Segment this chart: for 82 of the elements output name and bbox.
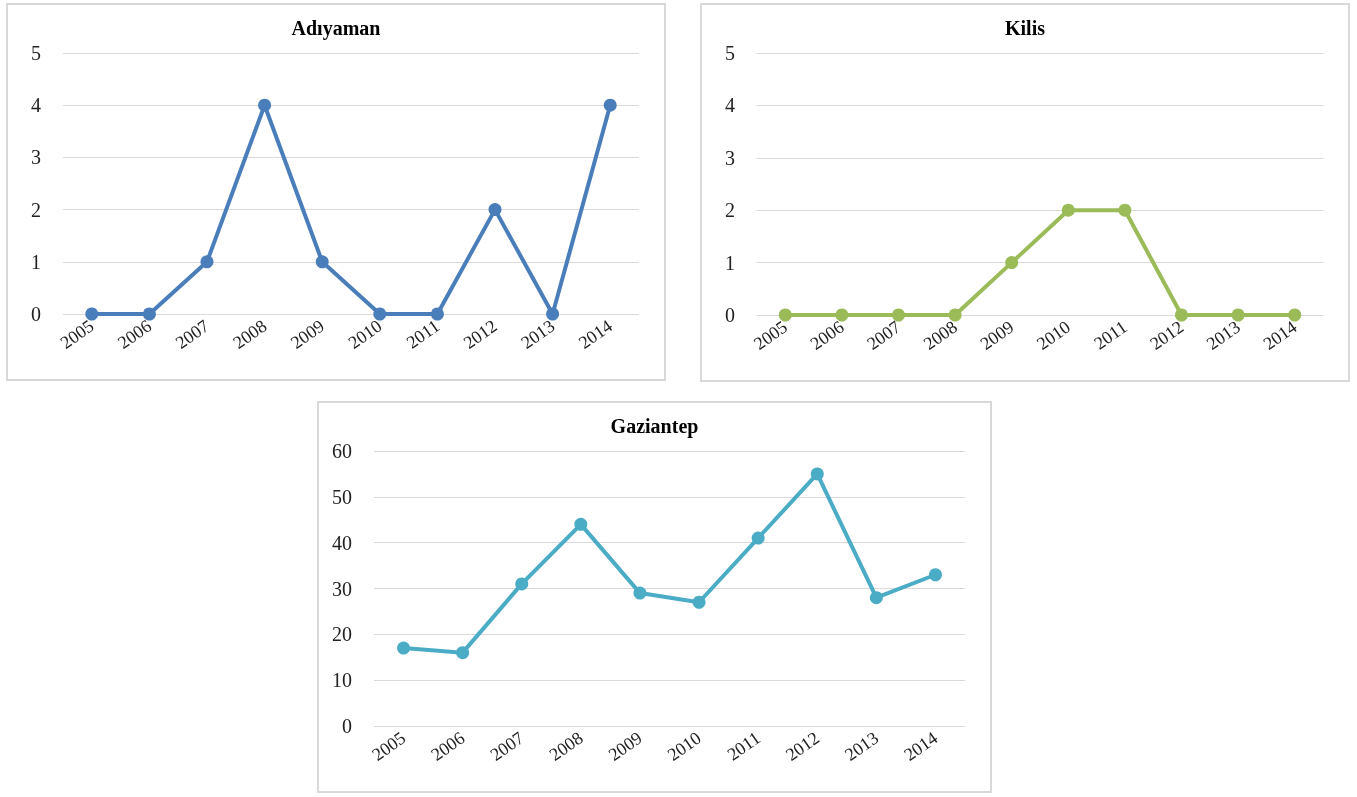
x-tick-label: 2005	[750, 316, 792, 354]
x-tick-label: 2008	[229, 315, 271, 353]
y-tick-label: 4	[725, 94, 735, 117]
y-tick-label: 5	[31, 42, 41, 64]
y-tick-label: 4	[31, 94, 41, 117]
point	[892, 308, 905, 322]
point	[258, 98, 272, 112]
x-tick-label: 2012	[1146, 316, 1188, 354]
x-tick-label: 2008	[919, 316, 961, 354]
x-tick-label: 2013	[841, 727, 883, 765]
x-tick-label: 2007	[171, 315, 213, 353]
x-tick-label: 2013	[517, 315, 559, 353]
point	[835, 308, 849, 322]
y-tick-label: 2	[725, 199, 735, 222]
x-tick-label: 2010	[344, 315, 386, 353]
point	[515, 577, 529, 591]
point	[488, 203, 502, 217]
x-tick-label: 2010	[1033, 316, 1075, 354]
point	[603, 98, 617, 112]
x-tick-label: 2014	[574, 315, 616, 353]
chart-title: Adıyaman	[291, 17, 381, 40]
y-tick-label: 0	[31, 303, 41, 325]
x-tick-label: 2012	[782, 727, 823, 765]
point	[869, 591, 883, 605]
x-tick-label: 2007	[486, 727, 528, 765]
point	[751, 531, 765, 545]
x-tick-label: 2013	[1202, 316, 1244, 354]
point	[1175, 308, 1188, 322]
x-tick-label: 2006	[114, 315, 156, 353]
point	[142, 307, 156, 321]
point	[778, 308, 792, 322]
y-tick-label: 40	[332, 531, 352, 554]
point	[1118, 203, 1132, 217]
point	[430, 307, 444, 321]
point	[948, 308, 962, 322]
x-tick-label: 2011	[723, 727, 764, 765]
point	[85, 307, 99, 321]
point	[633, 586, 647, 600]
point	[1005, 256, 1019, 270]
point	[810, 467, 824, 481]
y-tick-label: 5	[725, 42, 735, 64]
point	[1231, 308, 1245, 322]
point	[928, 568, 942, 582]
y-tick-label: 3	[725, 146, 735, 169]
x-tick-label: 2014	[900, 727, 942, 765]
x-tick-label: 2009	[604, 727, 646, 765]
x-tick-label: 2006	[427, 727, 469, 765]
point	[397, 641, 411, 655]
point	[546, 307, 560, 321]
x-tick-label: 2011	[402, 315, 444, 353]
point	[692, 595, 706, 609]
point	[315, 255, 329, 269]
x-tick-label: 2008	[545, 727, 587, 765]
x-tick-label: 2012	[459, 315, 501, 353]
point	[456, 646, 470, 660]
y-tick-label: 1	[31, 250, 41, 273]
y-tick-label: 0	[342, 715, 352, 737]
x-tick-label: 2009	[976, 316, 1018, 354]
x-tick-label: 2014	[1259, 316, 1301, 354]
x-tick-label: 2007	[863, 316, 905, 354]
chart-title: Kilis	[1004, 17, 1046, 39]
y-tick-label: 1	[725, 251, 735, 274]
x-tick-label: 2006	[806, 316, 848, 354]
y-tick-label: 3	[31, 146, 41, 169]
y-tick-label: 20	[332, 623, 352, 646]
point	[200, 255, 214, 269]
x-tick-label: 2005	[56, 315, 98, 353]
x-tick-label: 2009	[286, 315, 328, 353]
x-tick-label: 2011	[1090, 316, 1131, 354]
y-tick-label: 30	[332, 577, 352, 600]
point	[1288, 308, 1302, 322]
point	[574, 517, 588, 531]
x-tick-label: 2005	[368, 727, 410, 765]
point	[373, 307, 387, 321]
y-tick-label: 50	[332, 485, 352, 508]
y-tick-label: 60	[332, 440, 352, 462]
y-tick-label: 2	[31, 198, 41, 221]
y-tick-label: 10	[332, 669, 352, 692]
chart-title: Gaziantep	[610, 415, 699, 438]
point	[1061, 203, 1075, 217]
x-tick-label: 2010	[663, 727, 705, 765]
y-tick-label: 0	[725, 304, 735, 326]
